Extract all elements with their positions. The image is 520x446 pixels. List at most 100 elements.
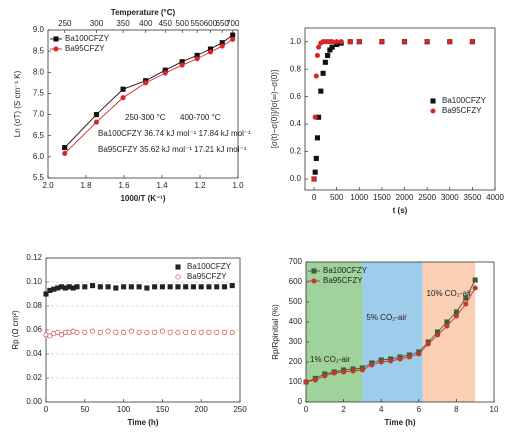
point (167, 329, 173, 335)
point (350, 368, 356, 374)
y-tick-label: 6.0 (33, 152, 45, 161)
y-tick-label: 5.5 (33, 173, 45, 182)
point (435, 332, 441, 338)
legend-marker (53, 46, 59, 52)
point (47, 333, 53, 339)
y-tick-label: 400 (289, 317, 303, 326)
point (316, 44, 322, 50)
point (320, 70, 326, 76)
y-axis-label: Ln (σT) (S cm⁻¹ K) (13, 70, 22, 137)
point (311, 176, 317, 182)
point (469, 39, 475, 45)
point (198, 329, 204, 335)
point (322, 373, 328, 379)
legend-marker (430, 98, 436, 104)
legend-marker (311, 278, 317, 284)
y-tick-label: 1.0 (290, 37, 302, 46)
y-axis-label: [σ(t)−σ(0)]/[σ(∞)−σ(0)] (270, 70, 279, 148)
point (93, 112, 100, 118)
point (198, 284, 204, 290)
point (194, 56, 200, 62)
point (312, 114, 318, 120)
y-tick-label: 600 (289, 277, 303, 286)
annotation: 400-700 °C (180, 113, 221, 122)
point (329, 44, 335, 50)
x-axis-label: Time (h) (385, 418, 416, 427)
x-tick-label: 1.0 (232, 181, 244, 190)
legend-label: Ba100CFZY (187, 262, 232, 271)
point (397, 356, 403, 362)
region (362, 262, 423, 402)
point (136, 329, 142, 335)
point (55, 329, 61, 335)
x-tick-label: 1500 (373, 193, 391, 202)
point (356, 39, 362, 45)
x-tick-label: 150 (156, 405, 170, 414)
y-tick-label: 0.0 (290, 174, 302, 183)
x-tick-label: 1.4 (156, 181, 168, 190)
x-tick-label: 0 (312, 193, 317, 202)
y-tick-label: 200 (289, 357, 303, 366)
x-tick-label: 50 (80, 405, 89, 414)
x-tick-label: 250 (233, 405, 247, 414)
y-tick-label: 0.04 (26, 349, 42, 358)
point (463, 295, 469, 301)
x-tick-label: 6 (417, 405, 422, 414)
point (82, 329, 88, 335)
point (121, 284, 127, 290)
legend-label: Ba100CFZY (323, 266, 368, 275)
x-tick-label: 8 (454, 405, 459, 414)
legend-marker (175, 264, 181, 270)
y-tick-label: 0.6 (290, 92, 302, 101)
point (313, 155, 319, 161)
x-tick-label: 2000 (396, 193, 414, 202)
y-tick-label: 8.5 (33, 46, 45, 55)
point (322, 59, 328, 65)
point (388, 358, 394, 364)
point (318, 88, 324, 94)
point (97, 329, 103, 335)
point (229, 329, 235, 335)
point (444, 323, 450, 329)
point (416, 351, 422, 357)
x-tick-label: 200 (195, 405, 209, 414)
point (379, 39, 385, 45)
point (221, 329, 228, 335)
x-tick-label: 2 (341, 405, 346, 414)
y-tick-label: 0 (298, 397, 303, 406)
y-tick-label: 8.0 (33, 67, 45, 76)
point (62, 150, 68, 157)
point (159, 328, 165, 334)
x2-tick-label: 250 (58, 19, 72, 28)
x2-tick-label: 500 (176, 19, 190, 28)
y-tick-label: 100 (289, 377, 303, 386)
point (338, 39, 344, 45)
legend-label: Ba95CFZY (442, 106, 482, 115)
x2-tick-label: 700 (226, 19, 240, 28)
point (334, 39, 340, 45)
x-tick-label: 3500 (463, 193, 481, 202)
point (179, 62, 185, 68)
point (105, 284, 111, 290)
x-tick-label: 0 (304, 405, 309, 414)
point (207, 49, 214, 55)
region (422, 262, 476, 402)
point (74, 329, 80, 335)
x-axis-label: 1000/T (K⁻¹) (120, 194, 165, 203)
point (190, 284, 196, 290)
point (221, 284, 228, 290)
point (347, 39, 353, 45)
point (120, 95, 126, 101)
region-label: 10% CO₂-air (427, 289, 472, 298)
x-tick-label: 1.8 (80, 181, 92, 190)
x2-tick-label: 400 (139, 19, 153, 28)
y-tick-label: 300 (289, 337, 303, 346)
x-tick-label: 2500 (418, 193, 436, 202)
point (152, 329, 158, 335)
x-tick-label: 4 (379, 405, 384, 414)
point (136, 284, 142, 290)
point (183, 284, 189, 290)
legend-label: Ba100CFZY (65, 34, 110, 43)
y-tick-label: 0.00 (26, 397, 42, 406)
